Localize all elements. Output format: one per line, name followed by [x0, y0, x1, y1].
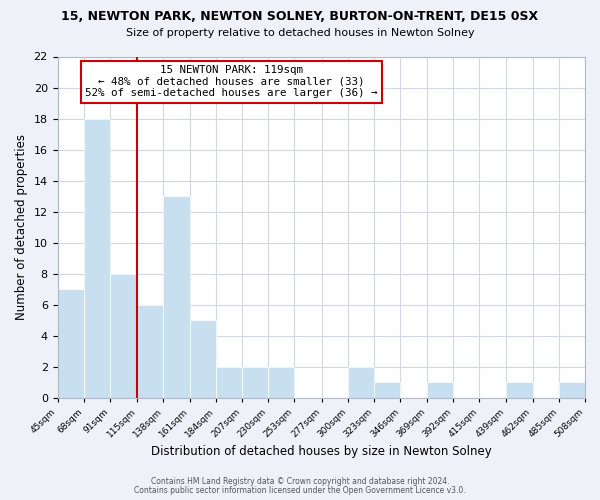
Bar	[348, 367, 374, 398]
Bar	[84, 118, 110, 398]
Bar	[427, 382, 453, 398]
Text: Contains HM Land Registry data © Crown copyright and database right 2024.: Contains HM Land Registry data © Crown c…	[151, 477, 449, 486]
Bar	[190, 320, 216, 398]
Text: 15, NEWTON PARK, NEWTON SOLNEY, BURTON-ON-TRENT, DE15 0SX: 15, NEWTON PARK, NEWTON SOLNEY, BURTON-O…	[61, 10, 539, 23]
Bar	[216, 367, 242, 398]
Bar	[242, 367, 268, 398]
Bar	[58, 289, 84, 398]
Bar	[559, 382, 585, 398]
Text: 15 NEWTON PARK: 119sqm
← 48% of detached houses are smaller (33)
52% of semi-det: 15 NEWTON PARK: 119sqm ← 48% of detached…	[85, 65, 378, 98]
Text: Size of property relative to detached houses in Newton Solney: Size of property relative to detached ho…	[125, 28, 475, 38]
Bar	[506, 382, 533, 398]
Y-axis label: Number of detached properties: Number of detached properties	[15, 134, 28, 320]
Bar	[374, 382, 400, 398]
Text: Contains public sector information licensed under the Open Government Licence v3: Contains public sector information licen…	[134, 486, 466, 495]
Bar	[268, 367, 295, 398]
X-axis label: Distribution of detached houses by size in Newton Solney: Distribution of detached houses by size …	[151, 444, 491, 458]
Bar	[110, 274, 137, 398]
Bar	[163, 196, 190, 398]
Bar	[137, 304, 163, 398]
